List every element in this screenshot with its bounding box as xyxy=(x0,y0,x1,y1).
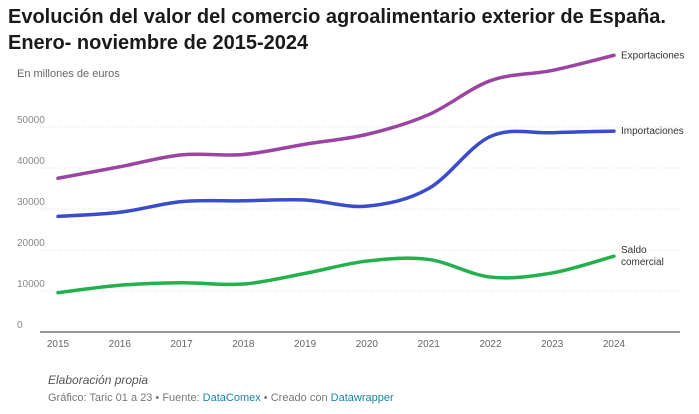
series-line xyxy=(56,53,616,180)
source-link[interactable]: DataComex xyxy=(202,392,261,404)
x-tick-label: 2020 xyxy=(356,339,379,350)
x-tick-label: 2017 xyxy=(170,339,193,350)
x-tick-label: 2021 xyxy=(418,339,441,350)
datawrapper-link[interactable]: Datawrapper xyxy=(330,392,394,404)
series-label: Importaciones xyxy=(621,126,684,137)
x-tick-label: 2015 xyxy=(47,339,70,350)
x-tick-label: 2024 xyxy=(603,339,626,350)
x-tick-label: 2016 xyxy=(109,339,132,350)
y-tick-label: 30000 xyxy=(17,197,45,208)
x-tick-labels: 2015 2016 2017 2018 2019 2020 2021 2022 2023 2024 xyxy=(47,339,626,350)
y-unit-label: En millones de euros xyxy=(17,68,120,80)
y-tick-label: 20000 xyxy=(17,238,45,249)
y-tick-label: 0 xyxy=(17,320,23,331)
created-prefix: • Creado con xyxy=(260,392,331,404)
footer-source: Gráfico: Taric 01 a 23 • Fuente: DataCom… xyxy=(48,392,394,404)
chart-title: Evolución del valor del comercio agroali… xyxy=(8,6,666,54)
y-tick-label: 40000 xyxy=(17,156,45,167)
y-tick-label: 50000 xyxy=(17,115,45,126)
series-line xyxy=(56,254,616,295)
source-prefix: Gráfico: Taric 01 a 23 • Fuente: xyxy=(48,392,203,404)
x-tick-label: 2022 xyxy=(479,339,502,350)
x-tick-label: 2018 xyxy=(232,339,255,350)
footer-note: Elaboración propia xyxy=(48,373,149,387)
x-tick-label: 2023 xyxy=(541,339,564,350)
series-line xyxy=(56,129,616,219)
gridlines xyxy=(40,126,680,333)
y-tick-label: 10000 xyxy=(17,279,45,290)
x-tick-label: 2019 xyxy=(294,339,317,350)
y-tick-labels: 0 10000 20000 30000 40000 50000 xyxy=(17,115,45,331)
series-label: Saldo comercial xyxy=(621,245,664,268)
series-label: Exportaciones xyxy=(621,50,684,61)
series-labels: Exportaciones Importaciones Saldo comercial xyxy=(621,50,684,268)
series-lines xyxy=(56,53,616,295)
